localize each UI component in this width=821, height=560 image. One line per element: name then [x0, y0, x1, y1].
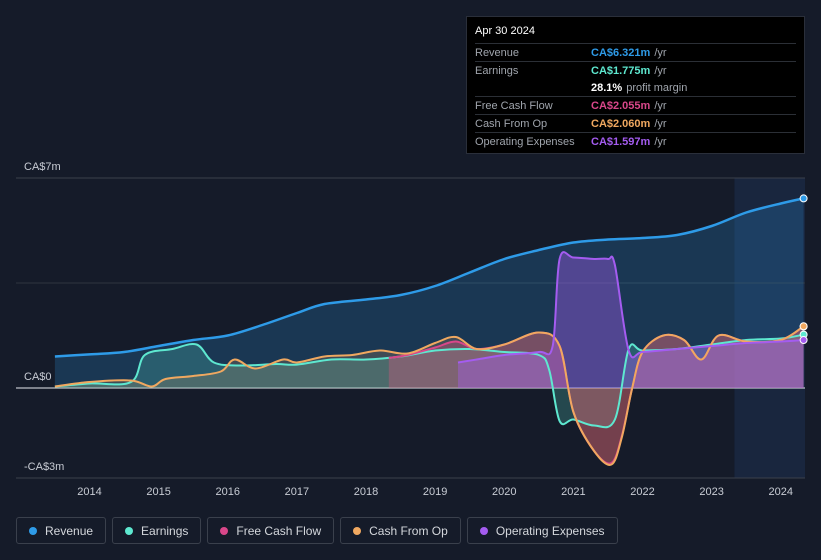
legend-dot-icon [220, 526, 229, 535]
legend-label: Free Cash Flow [236, 523, 322, 538]
x-axis-labels: 2014 2015 2016 2017 2018 2019 2020 2021 2022 2023… [77, 486, 793, 498]
tooltip-label: Operating Expenses [475, 135, 575, 148]
tooltip-label: Earnings [475, 64, 519, 77]
tooltip-unit: /yr [654, 117, 667, 130]
x-tick-label: 2016 [216, 486, 240, 498]
line-earnings [54, 333, 804, 429]
tooltip-label: Revenue [475, 46, 520, 59]
tooltip-row-cash-from-op: Cash From Op CA$2.060m /yr [475, 114, 796, 132]
tooltip-label: Free Cash Flow [475, 99, 553, 112]
line-revenue [54, 197, 804, 358]
area-operating-expenses [458, 252, 804, 388]
tooltip-row-earnings: Earnings CA$1.775m /yr [475, 61, 796, 79]
legend-label: Operating Expenses [495, 523, 605, 538]
legend-label: Cash From Op [369, 523, 448, 538]
legend-dot-icon [29, 526, 37, 535]
legend-item-revenue[interactable]: Revenue [16, 517, 107, 544]
legend-label: Revenue [45, 523, 94, 538]
x-tick-label: 2022 [630, 486, 654, 498]
tooltip-row-revenue: Revenue CA$6.321m /yr [475, 43, 796, 61]
legend-item-cash-from-op[interactable]: Cash From Op [340, 517, 461, 544]
legend-dot-icon [479, 526, 488, 535]
x-tick-label: 2021 [561, 486, 585, 498]
tooltip-value: CA$6.321m [591, 46, 651, 59]
area-revenue [54, 198, 804, 388]
tooltip-date: Apr 30 2024 [475, 25, 535, 37]
tooltip-value: CA$2.060m [591, 117, 651, 130]
tooltip-value: CA$1.775m [591, 64, 651, 77]
forecast-band [734, 178, 805, 478]
endpoint-cash-from-op [799, 322, 808, 331]
y-axis-labels: CA$7m CA$0 -CA$3m [24, 161, 64, 473]
legend: Revenue Earnings Free Cash Flow Cash Fro… [16, 517, 618, 544]
chart-area: CA$7m CA$0 -CA$3m 2014 2015 2016 2017 2018 2019… [16, 161, 808, 498]
tooltip-value: CA$2.055m [591, 99, 651, 112]
legend-dot-icon [353, 526, 362, 535]
x-tick-label: 2015 [146, 486, 170, 498]
tooltip-value: 28.1% [591, 81, 623, 94]
tooltip-row-operating-expenses: Operating Expenses CA$1.597m /yr [475, 132, 796, 150]
tooltip-value: CA$1.597m [591, 135, 651, 148]
line-operating-expenses [457, 251, 804, 364]
y-tick-label: CA$7m [24, 161, 61, 173]
legend-item-earnings[interactable]: Earnings [112, 517, 202, 544]
endpoint-revenue [799, 194, 808, 203]
series-lines [54, 197, 805, 466]
x-tick-label: 2019 [423, 486, 447, 498]
x-tick-label: 2023 [699, 486, 723, 498]
tooltip-label: Cash From Op [475, 117, 548, 130]
x-tick-label: 2017 [285, 486, 309, 498]
y-tick-label: -CA$3m [24, 461, 64, 473]
x-tick-label: 2014 [77, 486, 101, 498]
tooltip-panel: Apr 30 2024 Revenue CA$6.321m /yr Earnin… [466, 16, 805, 154]
legend-item-free-cash-flow[interactable]: Free Cash Flow [207, 517, 335, 544]
y-tick-label: CA$0 [24, 371, 52, 383]
x-tick-label: 2024 [769, 486, 793, 498]
area-cash-from-op [54, 326, 804, 465]
forecast-region [734, 178, 805, 478]
endpoint-operating-expenses [799, 336, 808, 344]
legend-label: Earnings [141, 523, 189, 538]
tooltip-unit: profit margin [626, 81, 688, 94]
area-free-cash-flow [388, 326, 804, 464]
tooltip-unit: /yr [654, 46, 667, 59]
area-earnings [54, 334, 804, 428]
legend-item-operating-expenses[interactable]: Operating Expenses [466, 517, 618, 544]
x-tick-label: 2020 [492, 486, 516, 498]
tooltip-unit: /yr [654, 99, 667, 112]
x-tick-label: 2018 [354, 486, 378, 498]
tooltip-row-free-cash-flow: Free Cash Flow CA$2.055m /yr [475, 96, 796, 114]
legend-dot-icon [125, 526, 134, 535]
line-cash-from-op [54, 325, 805, 466]
tooltip-row-margin: 28.1% profit margin [475, 79, 796, 96]
series-end-markers [799, 194, 808, 344]
tooltip-unit: /yr [654, 135, 667, 148]
series-areas [54, 198, 804, 465]
grid-lines [16, 177, 805, 479]
tooltip-unit: /yr [654, 64, 667, 77]
